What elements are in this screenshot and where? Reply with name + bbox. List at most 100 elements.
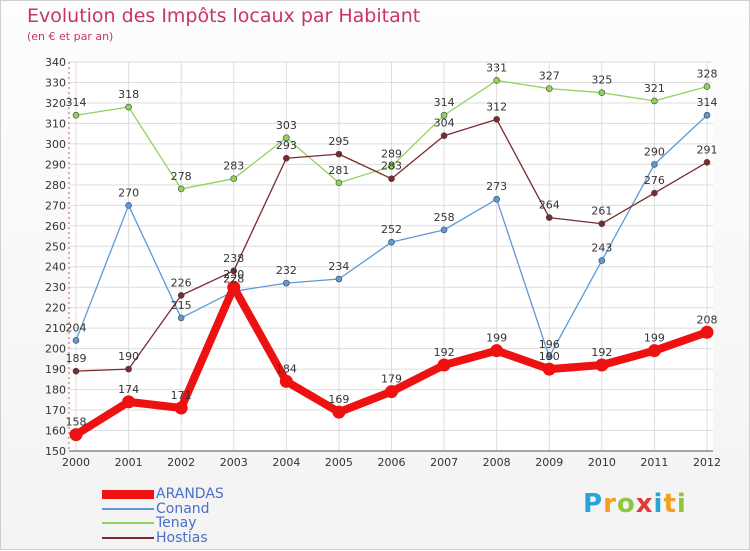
data-point-arandas <box>437 358 451 372</box>
data-label-conand: 290 <box>644 145 665 158</box>
data-point-conand <box>283 279 290 287</box>
data-label-hostias: 189 <box>66 352 87 365</box>
x-tick-label: 2007 <box>430 456 458 469</box>
data-point-tenay <box>651 97 658 105</box>
data-point-hostias <box>440 132 448 140</box>
y-tick-label: 260 <box>45 220 66 233</box>
data-label-conand: 196 <box>539 338 560 351</box>
data-label-tenay: 331 <box>486 61 507 74</box>
data-label-conand: 234 <box>328 260 349 273</box>
y-tick-label: 170 <box>45 404 66 417</box>
data-label-conand: 232 <box>276 264 297 277</box>
x-tick-label: 2001 <box>115 456 143 469</box>
legend-label-tenay: Tenay <box>156 515 197 531</box>
data-label-conand: 258 <box>434 211 455 224</box>
legend-swatch-conand <box>102 507 154 510</box>
x-tick-label: 2006 <box>378 456 406 469</box>
data-label-tenay: 281 <box>328 164 349 177</box>
data-point-hostias <box>598 220 606 228</box>
data-label-arandas: 208 <box>697 313 718 326</box>
legend-swatch-arandas <box>102 489 154 499</box>
data-label-tenay: 314 <box>66 96 87 109</box>
y-tick-label: 310 <box>45 117 66 130</box>
data-point-tenay <box>703 83 711 90</box>
data-point-conand <box>598 257 606 264</box>
data-point-tenay <box>125 103 132 111</box>
data-point-hostias <box>283 154 290 162</box>
data-label-tenay: 303 <box>276 119 297 132</box>
data-point-hostias <box>703 159 711 166</box>
y-tick-label: 210 <box>45 322 66 335</box>
data-label-hostias: 238 <box>223 252 244 265</box>
data-point-conand <box>177 314 185 322</box>
data-label-tenay: 327 <box>539 70 560 83</box>
data-point-arandas <box>69 428 83 442</box>
data-point-conand <box>545 353 553 361</box>
data-label-conand: 204 <box>66 321 87 334</box>
data-label-tenay: 321 <box>644 82 665 95</box>
data-point-arandas <box>385 385 398 399</box>
data-label-tenay: 314 <box>434 96 455 109</box>
data-point-arandas <box>174 401 188 415</box>
data-label-tenay: 278 <box>171 170 192 183</box>
data-point-arandas <box>700 325 714 339</box>
logo-letter: o <box>616 489 636 519</box>
data-point-arandas <box>647 344 661 358</box>
data-point-hostias <box>651 189 658 197</box>
data-point-arandas <box>122 395 136 409</box>
data-point-tenay <box>177 185 185 193</box>
y-tick-label: 240 <box>45 261 66 274</box>
data-label-arandas: 199 <box>644 332 665 345</box>
data-label-conand: 243 <box>591 242 612 255</box>
data-point-hostias <box>335 150 343 158</box>
data-label-hostias: 190 <box>118 350 139 363</box>
x-tick-label: 2010 <box>588 456 616 469</box>
data-point-hostias <box>388 175 395 182</box>
data-label-arandas: 184 <box>276 362 297 375</box>
legend-label-arandas: ARANDAS <box>156 486 224 502</box>
x-tick-label: 2008 <box>483 456 511 469</box>
y-tick-label: 300 <box>45 138 66 151</box>
data-point-hostias <box>125 365 132 373</box>
data-label-tenay: 289 <box>381 147 402 160</box>
logo-letter: x <box>635 489 654 519</box>
data-point-hostias <box>493 116 500 123</box>
y-tick-label: 220 <box>45 302 66 315</box>
data-point-hostias <box>177 292 185 299</box>
data-label-tenay: 318 <box>118 88 139 101</box>
data-label-arandas: 158 <box>66 416 87 429</box>
y-tick-label: 180 <box>45 384 66 397</box>
data-point-hostias <box>230 267 238 275</box>
data-point-hostias <box>72 367 80 375</box>
y-tick-label: 340 <box>45 56 66 69</box>
data-label-hostias: 293 <box>276 139 297 152</box>
data-label-hostias: 276 <box>644 174 665 187</box>
logo-letter: P <box>583 489 604 519</box>
data-point-tenay <box>440 111 448 119</box>
legend-item-tenay: Tenay <box>102 516 224 531</box>
data-point-conand <box>493 195 500 203</box>
data-label-arandas: 171 <box>171 389 192 402</box>
data-label-arandas: 190 <box>539 350 560 363</box>
data-label-arandas: 174 <box>118 383 139 396</box>
data-point-tenay <box>72 111 80 119</box>
data-point-tenay <box>335 179 343 187</box>
data-label-arandas: 192 <box>591 346 612 359</box>
data-label-conand: 228 <box>223 272 244 285</box>
y-tick-label: 290 <box>45 158 66 171</box>
data-point-tenay <box>230 175 238 182</box>
logo-letter: t <box>663 489 677 519</box>
x-tick-label: 2012 <box>693 456 721 469</box>
data-label-conand: 273 <box>486 180 507 193</box>
chart-title: Evolution des Impôts locaux par Habitant <box>27 5 421 27</box>
y-tick-label: 150 <box>45 445 66 458</box>
chart-subtitle: (en € et par an) <box>27 30 114 43</box>
data-label-arandas: 199 <box>486 332 507 345</box>
data-label-arandas: 169 <box>328 393 349 406</box>
chart-legend: ARANDAS Conand Tenay Hostias <box>102 487 224 545</box>
data-point-arandas <box>332 405 346 419</box>
y-tick-label: 330 <box>45 76 66 89</box>
x-tick-label: 2003 <box>220 456 248 469</box>
legend-label-conand: Conand <box>156 500 210 517</box>
